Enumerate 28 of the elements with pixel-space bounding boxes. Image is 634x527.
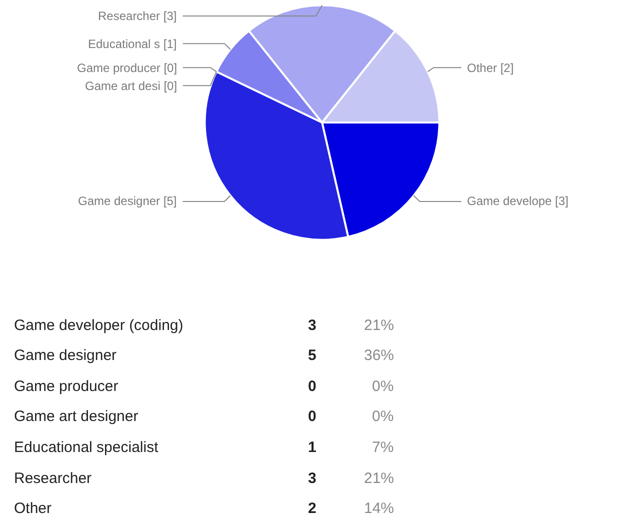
slice-label: Researcher [3] xyxy=(98,9,177,23)
text: 21% xyxy=(364,317,394,334)
category-label: Other xyxy=(14,500,52,517)
legend-label: Game art desi [0] xyxy=(85,79,178,93)
category-label: Educational specialist xyxy=(14,439,160,456)
data-label: 2 xyxy=(308,500,316,517)
category-label: Game developer (coding) xyxy=(14,317,184,334)
data-label: 3 xyxy=(308,470,316,487)
text: 36% xyxy=(364,347,394,364)
category-label: Game producer xyxy=(14,378,118,395)
text: 14% xyxy=(364,500,394,517)
data-label: 1 xyxy=(308,439,316,456)
legend-label: Game producer [0] xyxy=(77,61,178,75)
slice-label: Educational s [1] xyxy=(88,37,177,51)
category-label: Game designer xyxy=(14,347,117,364)
data-label: 5 xyxy=(308,347,316,364)
slice-label: Game designer [5] xyxy=(78,194,177,208)
data-label: 3 xyxy=(308,317,316,334)
text: 0% xyxy=(372,378,394,395)
text: 21% xyxy=(364,470,394,487)
data-label: 0 xyxy=(308,378,316,395)
slice-label: Other [2] xyxy=(467,61,514,75)
slice-label: Game develope [3] xyxy=(467,194,568,208)
category-label: Researcher xyxy=(14,470,92,487)
text: 0% xyxy=(372,408,394,425)
text: 7% xyxy=(372,439,394,456)
category-label: Game art designer xyxy=(14,408,138,425)
data-label: 0 xyxy=(308,408,316,425)
